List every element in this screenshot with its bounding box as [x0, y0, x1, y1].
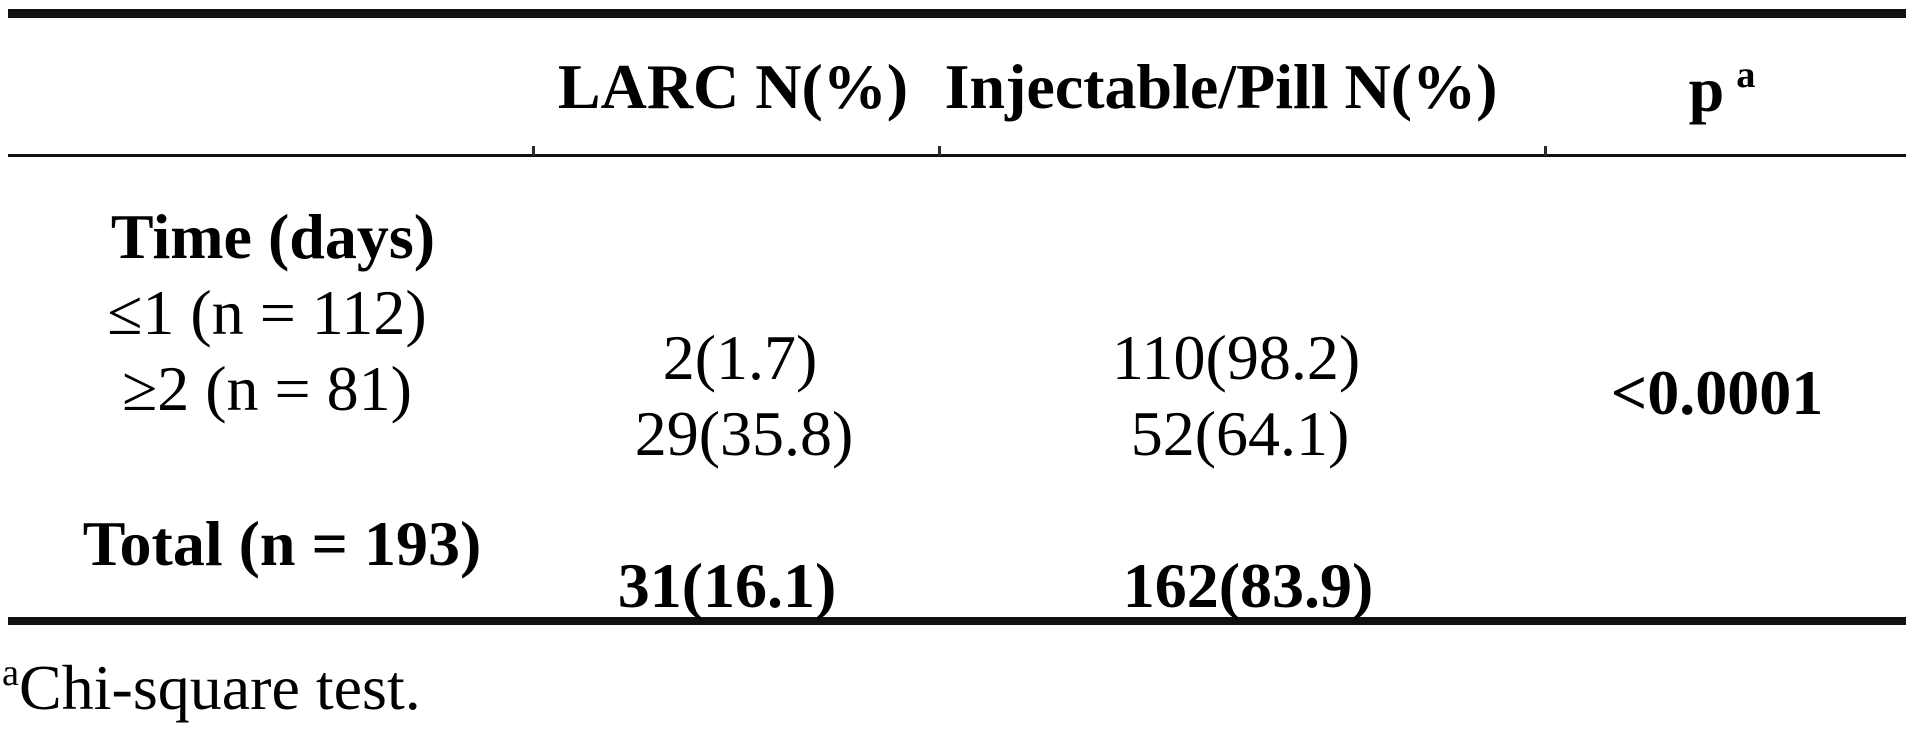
row-header-le1: ≤1 (n = 112): [107, 277, 427, 348]
cell-ge2-larc: 29(35.8): [634, 398, 854, 469]
table-footnote: aChi-square test.: [2, 654, 421, 720]
cell-p-value: <0.0001: [1610, 357, 1824, 428]
p-footnote-marker: a: [1736, 53, 1756, 96]
cell-total-injectable: 162(83.9): [1122, 550, 1374, 621]
top-rule: [8, 9, 1906, 18]
column-header-injectable-pill: Injectable/Pill N(%): [944, 51, 1498, 122]
column-tick-1: [532, 146, 535, 156]
cell-ge2-injectable: 52(64.1): [1130, 398, 1350, 469]
row-header-ge2: ≥2 (n = 81): [122, 353, 412, 424]
p-label: p: [1688, 54, 1725, 126]
column-header-larc: LARC N(%): [557, 51, 909, 122]
column-tick-3: [1544, 146, 1547, 156]
header-divider-rule: [8, 154, 1906, 157]
cell-total-larc: 31(16.1): [617, 550, 837, 621]
bottom-rule: [8, 617, 1906, 625]
row-header-total: Total (n = 193): [82, 508, 482, 579]
cell-le1-larc: 2(1.7): [662, 322, 818, 393]
footnote-marker: a: [2, 651, 20, 694]
cell-le1-injectable: 110(98.2): [1111, 322, 1361, 393]
footnote-text: Chi-square test.: [19, 652, 421, 724]
row-header-time-days: Time (days): [110, 201, 436, 272]
column-tick-2: [938, 146, 941, 156]
